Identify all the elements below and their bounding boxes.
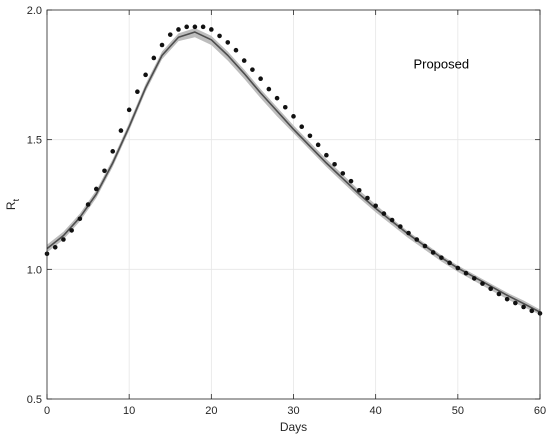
data-point-48 bbox=[439, 255, 444, 260]
data-point-13 bbox=[151, 55, 157, 61]
data-point-24 bbox=[241, 58, 247, 63]
observed-points-layer bbox=[44, 24, 543, 316]
data-point-19 bbox=[200, 24, 206, 30]
x-tick-label-6: 60 bbox=[534, 405, 546, 417]
data-point-38 bbox=[356, 187, 362, 193]
data-point-41 bbox=[381, 211, 387, 216]
data-point-16 bbox=[176, 27, 181, 32]
data-point-27 bbox=[266, 86, 272, 92]
data-point-50 bbox=[455, 265, 461, 271]
data-point-47 bbox=[430, 250, 436, 255]
data-point-54 bbox=[488, 286, 494, 292]
data-point-9 bbox=[118, 128, 124, 133]
data-point-18 bbox=[192, 24, 198, 30]
data-point-20 bbox=[209, 27, 214, 32]
data-point-55 bbox=[496, 291, 502, 297]
data-point-58 bbox=[521, 304, 526, 310]
data-point-52 bbox=[471, 276, 477, 281]
data-point-2 bbox=[61, 237, 66, 242]
data-point-51 bbox=[463, 270, 469, 276]
y-axis-label: Rt bbox=[4, 198, 21, 210]
data-point-53 bbox=[480, 281, 485, 286]
data-point-49 bbox=[447, 260, 452, 266]
x-tick-label-2: 20 bbox=[205, 405, 217, 417]
data-point-33 bbox=[315, 142, 321, 148]
data-point-15 bbox=[167, 32, 173, 37]
y-axis-label-subscript: t bbox=[11, 198, 21, 201]
data-point-23 bbox=[233, 47, 239, 53]
data-point-37 bbox=[348, 178, 354, 184]
data-point-56 bbox=[504, 296, 510, 302]
y-tick-label-1: 1.0 bbox=[27, 264, 42, 276]
x-axis-label: Days bbox=[280, 420, 307, 434]
data-point-31 bbox=[299, 124, 305, 129]
y-tick-label-0: 0.5 bbox=[27, 394, 42, 406]
data-point-11 bbox=[135, 89, 140, 94]
data-point-5 bbox=[85, 202, 91, 207]
x-tick-label-5: 50 bbox=[452, 405, 464, 417]
data-point-25 bbox=[250, 67, 255, 72]
data-point-17 bbox=[184, 24, 189, 30]
y-tick-label-3: 2.0 bbox=[27, 5, 42, 17]
data-point-21 bbox=[217, 33, 222, 39]
data-point-42 bbox=[389, 217, 395, 223]
proposed-annotation: Proposed bbox=[413, 56, 469, 71]
data-point-57 bbox=[513, 300, 518, 306]
data-point-26 bbox=[258, 76, 263, 82]
data-point-44 bbox=[406, 230, 411, 236]
x-axis-ticks: 0 10 20 30 40 50 60 bbox=[44, 10, 546, 417]
data-point-14 bbox=[159, 42, 165, 48]
x-tick-label-4: 40 bbox=[370, 405, 382, 417]
data-point-32 bbox=[307, 133, 313, 139]
data-point-30 bbox=[291, 114, 296, 119]
data-point-1 bbox=[52, 244, 58, 250]
x-tick-label-3: 30 bbox=[287, 405, 299, 417]
x-tick-label-1: 10 bbox=[123, 405, 135, 417]
data-point-6 bbox=[94, 186, 99, 192]
data-point-7 bbox=[102, 168, 107, 174]
data-point-35 bbox=[332, 162, 337, 167]
data-point-4 bbox=[77, 216, 83, 222]
confidence-band-layer bbox=[47, 28, 540, 315]
confidence-band bbox=[47, 28, 540, 315]
data-point-10 bbox=[126, 107, 132, 113]
data-point-3 bbox=[69, 228, 74, 233]
data-point-45 bbox=[414, 237, 420, 242]
y-axis-ticks: 0.5 1.0 1.5 2.0 bbox=[27, 5, 540, 406]
data-point-59 bbox=[529, 308, 535, 314]
data-point-22 bbox=[225, 40, 231, 45]
y-tick-label-2: 1.5 bbox=[27, 135, 42, 147]
data-point-12 bbox=[143, 72, 148, 78]
x-tick-label-0: 0 bbox=[44, 405, 50, 417]
data-point-40 bbox=[373, 203, 378, 209]
data-point-8 bbox=[110, 149, 116, 154]
data-point-36 bbox=[340, 171, 346, 176]
data-point-39 bbox=[365, 195, 370, 201]
data-point-34 bbox=[324, 152, 329, 158]
y-axis-label-main: R bbox=[4, 201, 18, 210]
data-point-46 bbox=[422, 243, 428, 249]
data-point-29 bbox=[282, 104, 288, 110]
data-point-28 bbox=[274, 95, 280, 101]
data-point-43 bbox=[398, 224, 403, 229]
